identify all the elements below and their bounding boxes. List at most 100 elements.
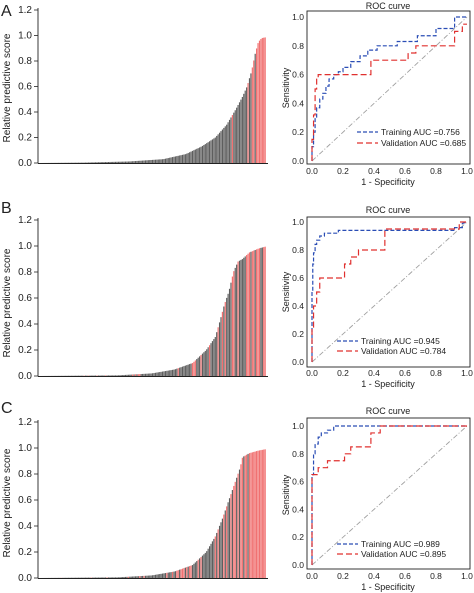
bar (246, 87, 248, 163)
bar (124, 374, 127, 376)
panel-letter: B (1, 200, 12, 217)
bar (251, 67, 253, 163)
bar (147, 160, 149, 163)
roc-chart: ROC curve Sensitivity 0.0 0.2 0.4 0.6 0.… (281, 1, 473, 187)
bar (234, 267, 236, 376)
bar-ytick-label: 1.2 (18, 417, 32, 428)
bar (196, 359, 198, 376)
bar (106, 162, 108, 163)
bar (122, 375, 124, 376)
bar (180, 367, 182, 376)
bar (214, 536, 216, 578)
bar (160, 159, 162, 163)
bar-ytick-label: 0.8 (18, 56, 32, 67)
bar (130, 374, 132, 376)
roc-x-ticks: 0.0 0.2 0.4 0.6 0.8 1.0 (306, 166, 473, 176)
bar (244, 256, 246, 376)
roc-ytick-label: 0.4 (292, 301, 304, 311)
bar-y-tickmarks (34, 421, 38, 579)
bar (227, 122, 229, 163)
bar (126, 576, 128, 578)
bar (134, 576, 137, 578)
bar (109, 161, 111, 163)
bar (187, 566, 189, 578)
bar (147, 373, 149, 376)
legend-label-validation: Validation AUC =0.784 (361, 346, 446, 356)
bar (181, 568, 184, 578)
roc-xtick-label: 0.0 (306, 166, 318, 176)
bar (146, 373, 148, 376)
bar (241, 96, 243, 163)
bar (260, 247, 262, 376)
bar (139, 160, 141, 163)
bar-ytick-label: 1.0 (18, 443, 32, 454)
bar (156, 372, 158, 376)
roc-xtick-label: 0.2 (337, 166, 349, 176)
panel-c: C Relative predictive score 0.0 0.2 0.4 … (1, 400, 473, 592)
roc-xtick-label: 0.6 (399, 571, 411, 581)
bar (99, 375, 101, 376)
bar (171, 157, 174, 163)
bar (107, 375, 110, 376)
bar (231, 276, 233, 376)
bar (190, 565, 192, 578)
roc-xtick-label: 0.0 (306, 571, 318, 581)
bar (197, 357, 199, 376)
bar (167, 572, 169, 578)
roc-plot-frame (306, 417, 471, 570)
bar (160, 573, 162, 578)
roc-curve-validation (311, 425, 467, 565)
bar (181, 366, 184, 376)
bar (243, 93, 245, 163)
roc-xtick-label: 0.8 (430, 166, 442, 176)
bar (143, 575, 145, 578)
bar (112, 161, 114, 163)
bar (237, 104, 239, 163)
bar (217, 327, 219, 376)
bar (251, 452, 253, 578)
bar (248, 78, 251, 163)
bar (197, 559, 199, 578)
bar (230, 494, 232, 578)
bar (93, 162, 95, 163)
bar (124, 161, 127, 163)
roc-ytick-label: 0.6 (292, 70, 304, 80)
bar (180, 155, 182, 163)
roc-ytick-label: 0.8 (292, 41, 304, 51)
bar (207, 548, 209, 578)
bar (176, 570, 178, 578)
bar (226, 506, 228, 578)
bar (264, 37, 266, 163)
bar (260, 39, 262, 163)
roc-ytick-label: 0.4 (292, 98, 304, 108)
bar (240, 259, 242, 376)
bar (256, 249, 258, 376)
bar (220, 131, 222, 163)
bar (109, 375, 111, 376)
bar-ytick-label: 0.4 (18, 319, 32, 330)
roc-xtick-label: 0.6 (399, 368, 411, 378)
roc-xtick-label: 1.0 (461, 166, 473, 176)
panel-b: B Relative predictive score 0.0 0.2 0.4 … (1, 200, 473, 389)
bar-chart: Relative predictive score 0.0 0.2 0.4 0.… (2, 5, 268, 169)
bar (257, 248, 259, 376)
bar (156, 159, 158, 163)
bar (190, 363, 192, 376)
bar (179, 155, 181, 163)
bar (114, 375, 117, 376)
bar (236, 107, 238, 163)
bar (238, 469, 241, 578)
bar (221, 518, 224, 578)
bar (228, 288, 231, 376)
bar (250, 73, 252, 163)
bar (146, 575, 148, 578)
bar (194, 149, 196, 163)
bar (142, 373, 144, 376)
bar (223, 127, 225, 163)
bar (149, 160, 151, 163)
bar-y-tickmarks (34, 9, 38, 164)
bar (117, 161, 119, 163)
bar (112, 375, 114, 376)
bar-ytick-label: 0.8 (18, 267, 32, 278)
bar (142, 575, 144, 578)
